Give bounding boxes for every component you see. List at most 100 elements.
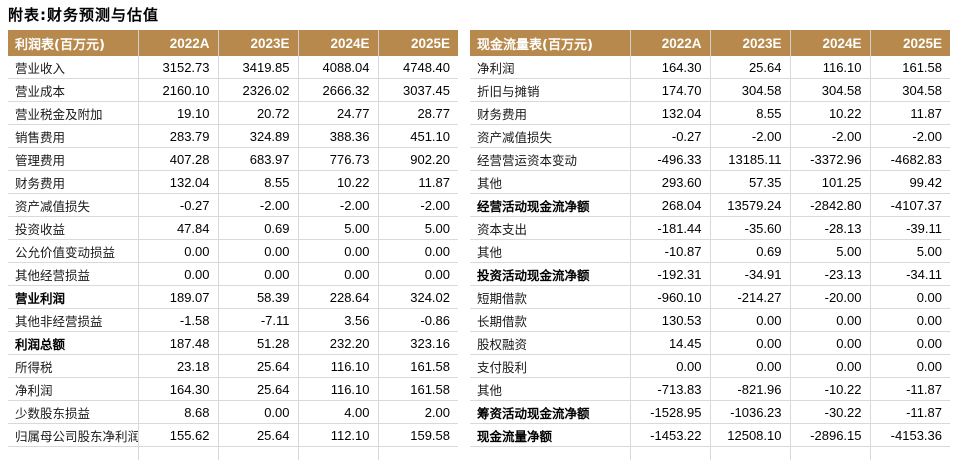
row-label: 其他 [470,239,630,263]
cell-value: 324.89 [217,124,298,148]
cell-value: 0.00 [869,285,950,309]
row-label: 管理费用 [8,147,138,171]
row-label: 现金流量净额 [470,423,630,447]
table-row: 投资活动现金流净额 -192.31 -34.91 -23.13 -34.11 [470,262,950,286]
cell-value: 130.53 [629,308,710,332]
empty-row [470,446,950,460]
row-label: 折旧与摊销 [470,78,630,102]
income-statement-title-cell: 利润表(百万元) [8,30,138,56]
cell-value: 4.00 [297,400,378,424]
cell-value: -2.00 [297,193,378,217]
cell-value: 0.00 [137,262,218,286]
row-label: 净利润 [470,56,630,79]
cell-value: 5.00 [377,216,458,240]
cell-value: 155.62 [137,423,218,447]
cell-value: 683.97 [217,147,298,171]
cell-value: 161.58 [377,377,458,401]
cell-value: 116.10 [297,377,378,401]
cell-value: 174.70 [629,78,710,102]
row-label: 公允价值变动损益 [8,239,138,263]
cell-value: -23.13 [789,262,870,286]
cell-value: 293.60 [629,170,710,194]
cell-value: -0.27 [629,124,710,148]
row-label: 营业利润 [8,285,138,309]
table-row: 营业税金及附加 19.10 20.72 24.77 28.77 [8,101,458,125]
column-header-2024E: 2024E [789,30,870,56]
cell-value: 0.00 [629,354,710,378]
cell-value: 268.04 [629,193,710,217]
table-row: 现金流量净额 -1453.22 12508.10 -2896.15 -4153.36 [470,423,950,447]
cell-value: 159.58 [377,423,458,447]
row-label: 短期借款 [470,285,630,309]
empty-cell [217,446,298,460]
cell-value: 304.58 [709,78,790,102]
table-row: 营业收入 3152.73 3419.85 4088.04 4748.40 [8,56,458,79]
table-row: 长期借款 130.53 0.00 0.00 0.00 [470,308,950,332]
table-row: 财务费用 132.04 8.55 10.22 11.87 [8,170,458,194]
cell-value: -2.00 [789,124,870,148]
cell-value: 407.28 [137,147,218,171]
cell-value: -2.00 [217,193,298,217]
table-row: 经营活动现金流净额 268.04 13579.24 -2842.80 -4107.37 [470,193,950,217]
cell-value: 228.64 [297,285,378,309]
cell-value: 5.00 [297,216,378,240]
cell-value: 11.87 [377,170,458,194]
cell-value: 3152.73 [137,56,218,79]
row-label: 营业税金及附加 [8,101,138,125]
cell-value: 14.45 [629,331,710,355]
cell-value: -34.91 [709,262,790,286]
cell-value: 23.18 [137,354,218,378]
column-header-2023E: 2023E [217,30,298,56]
cell-value: -4153.36 [869,423,950,447]
cell-value: 8.68 [137,400,218,424]
cell-value: -11.87 [869,400,950,424]
cell-value: 12508.10 [709,423,790,447]
table-row: 净利润 164.30 25.64 116.10 161.58 [8,377,458,401]
cell-value: 5.00 [869,239,950,263]
cell-value: -2.00 [869,124,950,148]
row-label: 经营营运资本变动 [470,147,630,171]
income-statement-header-row: 利润表(百万元) 2022A 2023E 2024E 2025E [8,30,458,56]
cell-value: 187.48 [137,331,218,355]
cell-value: 99.42 [869,170,950,194]
column-header-2022A: 2022A [629,30,710,56]
cell-value: 2.00 [377,400,458,424]
table-row: 经营营运资本变动 -496.33 13185.11 -3372.96 -4682.83 [470,147,950,171]
cell-value: 0.00 [869,308,950,332]
cell-value: 3.56 [297,308,378,332]
cell-value: 8.55 [709,101,790,125]
row-label: 投资活动现金流净额 [470,262,630,286]
cell-value: 25.64 [217,377,298,401]
cell-value: 0.00 [217,262,298,286]
cell-value: 25.64 [217,423,298,447]
row-label: 营业收入 [8,56,138,79]
cell-value: 13185.11 [709,147,790,171]
table-row: 支付股利 0.00 0.00 0.00 0.00 [470,354,950,378]
cell-value: 3419.85 [217,56,298,79]
cell-value: -10.87 [629,239,710,263]
cell-value: -1528.95 [629,400,710,424]
table-row: 资产减值损失 -0.27 -2.00 -2.00 -2.00 [470,124,950,148]
cash-flow-statement-title-cell: 现金流量表(百万元) [470,30,630,56]
cell-value: 132.04 [629,101,710,125]
table-row: 其他经营损益 0.00 0.00 0.00 0.00 [8,262,458,286]
cell-value: 13579.24 [709,193,790,217]
table-row: 公允价值变动损益 0.00 0.00 0.00 0.00 [8,239,458,263]
cell-value: 902.20 [377,147,458,171]
cell-value: -821.96 [709,377,790,401]
empty-cell [629,446,710,460]
row-label: 其他 [470,170,630,194]
cell-value: 2666.32 [297,78,378,102]
cell-value: 2326.02 [217,78,298,102]
cell-value: -3372.96 [789,147,870,171]
table-row: 筹资活动现金流净额 -1528.95 -1036.23 -30.22 -11.87 [470,400,950,424]
column-header-2023E: 2023E [709,30,790,56]
cell-value: -960.10 [629,285,710,309]
cell-value: 101.25 [789,170,870,194]
cell-value: 0.00 [137,239,218,263]
row-label: 资产减值损失 [470,124,630,148]
empty-cell [137,446,218,460]
cell-value: 0.00 [789,354,870,378]
cell-value: 164.30 [137,377,218,401]
cell-value: 112.10 [297,423,378,447]
